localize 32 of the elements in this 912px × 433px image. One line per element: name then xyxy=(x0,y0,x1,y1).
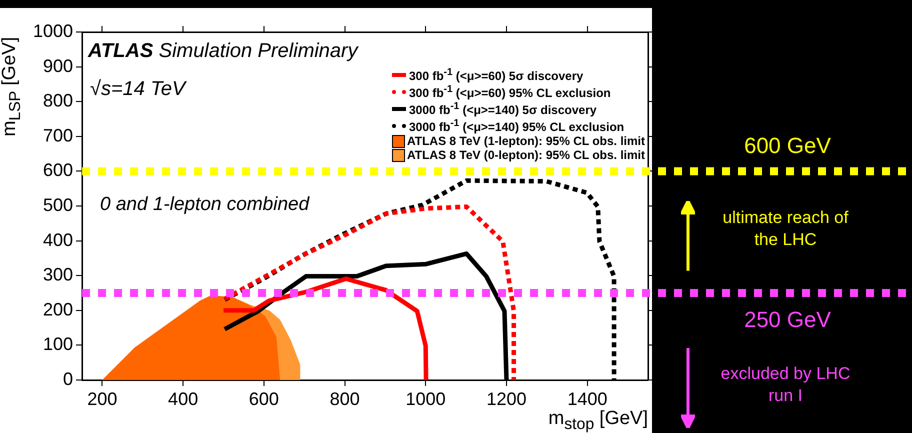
annotation: 0 and 1-lepton combined xyxy=(100,194,310,216)
ref-line-label: 250 GeV xyxy=(743,307,832,333)
y-tick-label: 900 xyxy=(42,56,73,76)
y-tick-label: 200 xyxy=(42,299,73,320)
x-tick-label: 1000 xyxy=(406,388,446,409)
annotation: √s=14 TeV xyxy=(90,78,186,101)
legend-label: 3000 fb$^{-1}$ (<μ>=140) 95% CL exclusion xyxy=(408,117,624,134)
x-tick-label: 600 xyxy=(248,388,279,409)
x-tick-label: 400 xyxy=(168,388,198,409)
y-tick-label: 500 xyxy=(42,194,73,215)
y-tick-label: 700 xyxy=(42,125,73,146)
x-tick-label: 1200 xyxy=(486,388,527,409)
legend-label: ATLAS 8 TeV (1-lepton): 95% CL obs. limit xyxy=(406,134,645,148)
legend-label: 300 fb$^{-1}$ (<μ>=60) 5σ discovery xyxy=(408,66,584,83)
x-tick-label: 800 xyxy=(330,388,360,409)
x-tick-label: 1400 xyxy=(567,388,608,409)
y-tick-label: 800 xyxy=(42,90,73,111)
legend-label: 300 fb$^{-1}$ (<μ>=60) 95% CL exclusion xyxy=(408,83,611,100)
chart-title: ATLAS Simulation Preliminary xyxy=(88,40,358,63)
text: ultimate reach of the LHC xyxy=(722,207,850,252)
y-tick-label: 0 xyxy=(62,368,73,389)
x-axis-title: m$_{stop}$ [GeV] xyxy=(548,408,648,433)
y-tick-label: 100 xyxy=(42,334,73,354)
legend-label: ATLAS 8 TeV (0-lepton): 95% CL obs. limit xyxy=(406,148,645,162)
y-tick-label: 600 xyxy=(42,160,73,180)
y-tick-label: 400 xyxy=(42,230,73,250)
y-tick-label: 1000 xyxy=(32,20,73,41)
x-tick-label: 200 xyxy=(87,388,118,409)
y-tick-label: 300 xyxy=(42,264,73,285)
legend-label: 3000 fb$^{-1}$ (<μ>=140) 5σ discovery xyxy=(408,100,597,117)
ref-line-label: 600 GeV xyxy=(743,133,832,160)
text: excluded by LHC run I xyxy=(720,363,852,407)
